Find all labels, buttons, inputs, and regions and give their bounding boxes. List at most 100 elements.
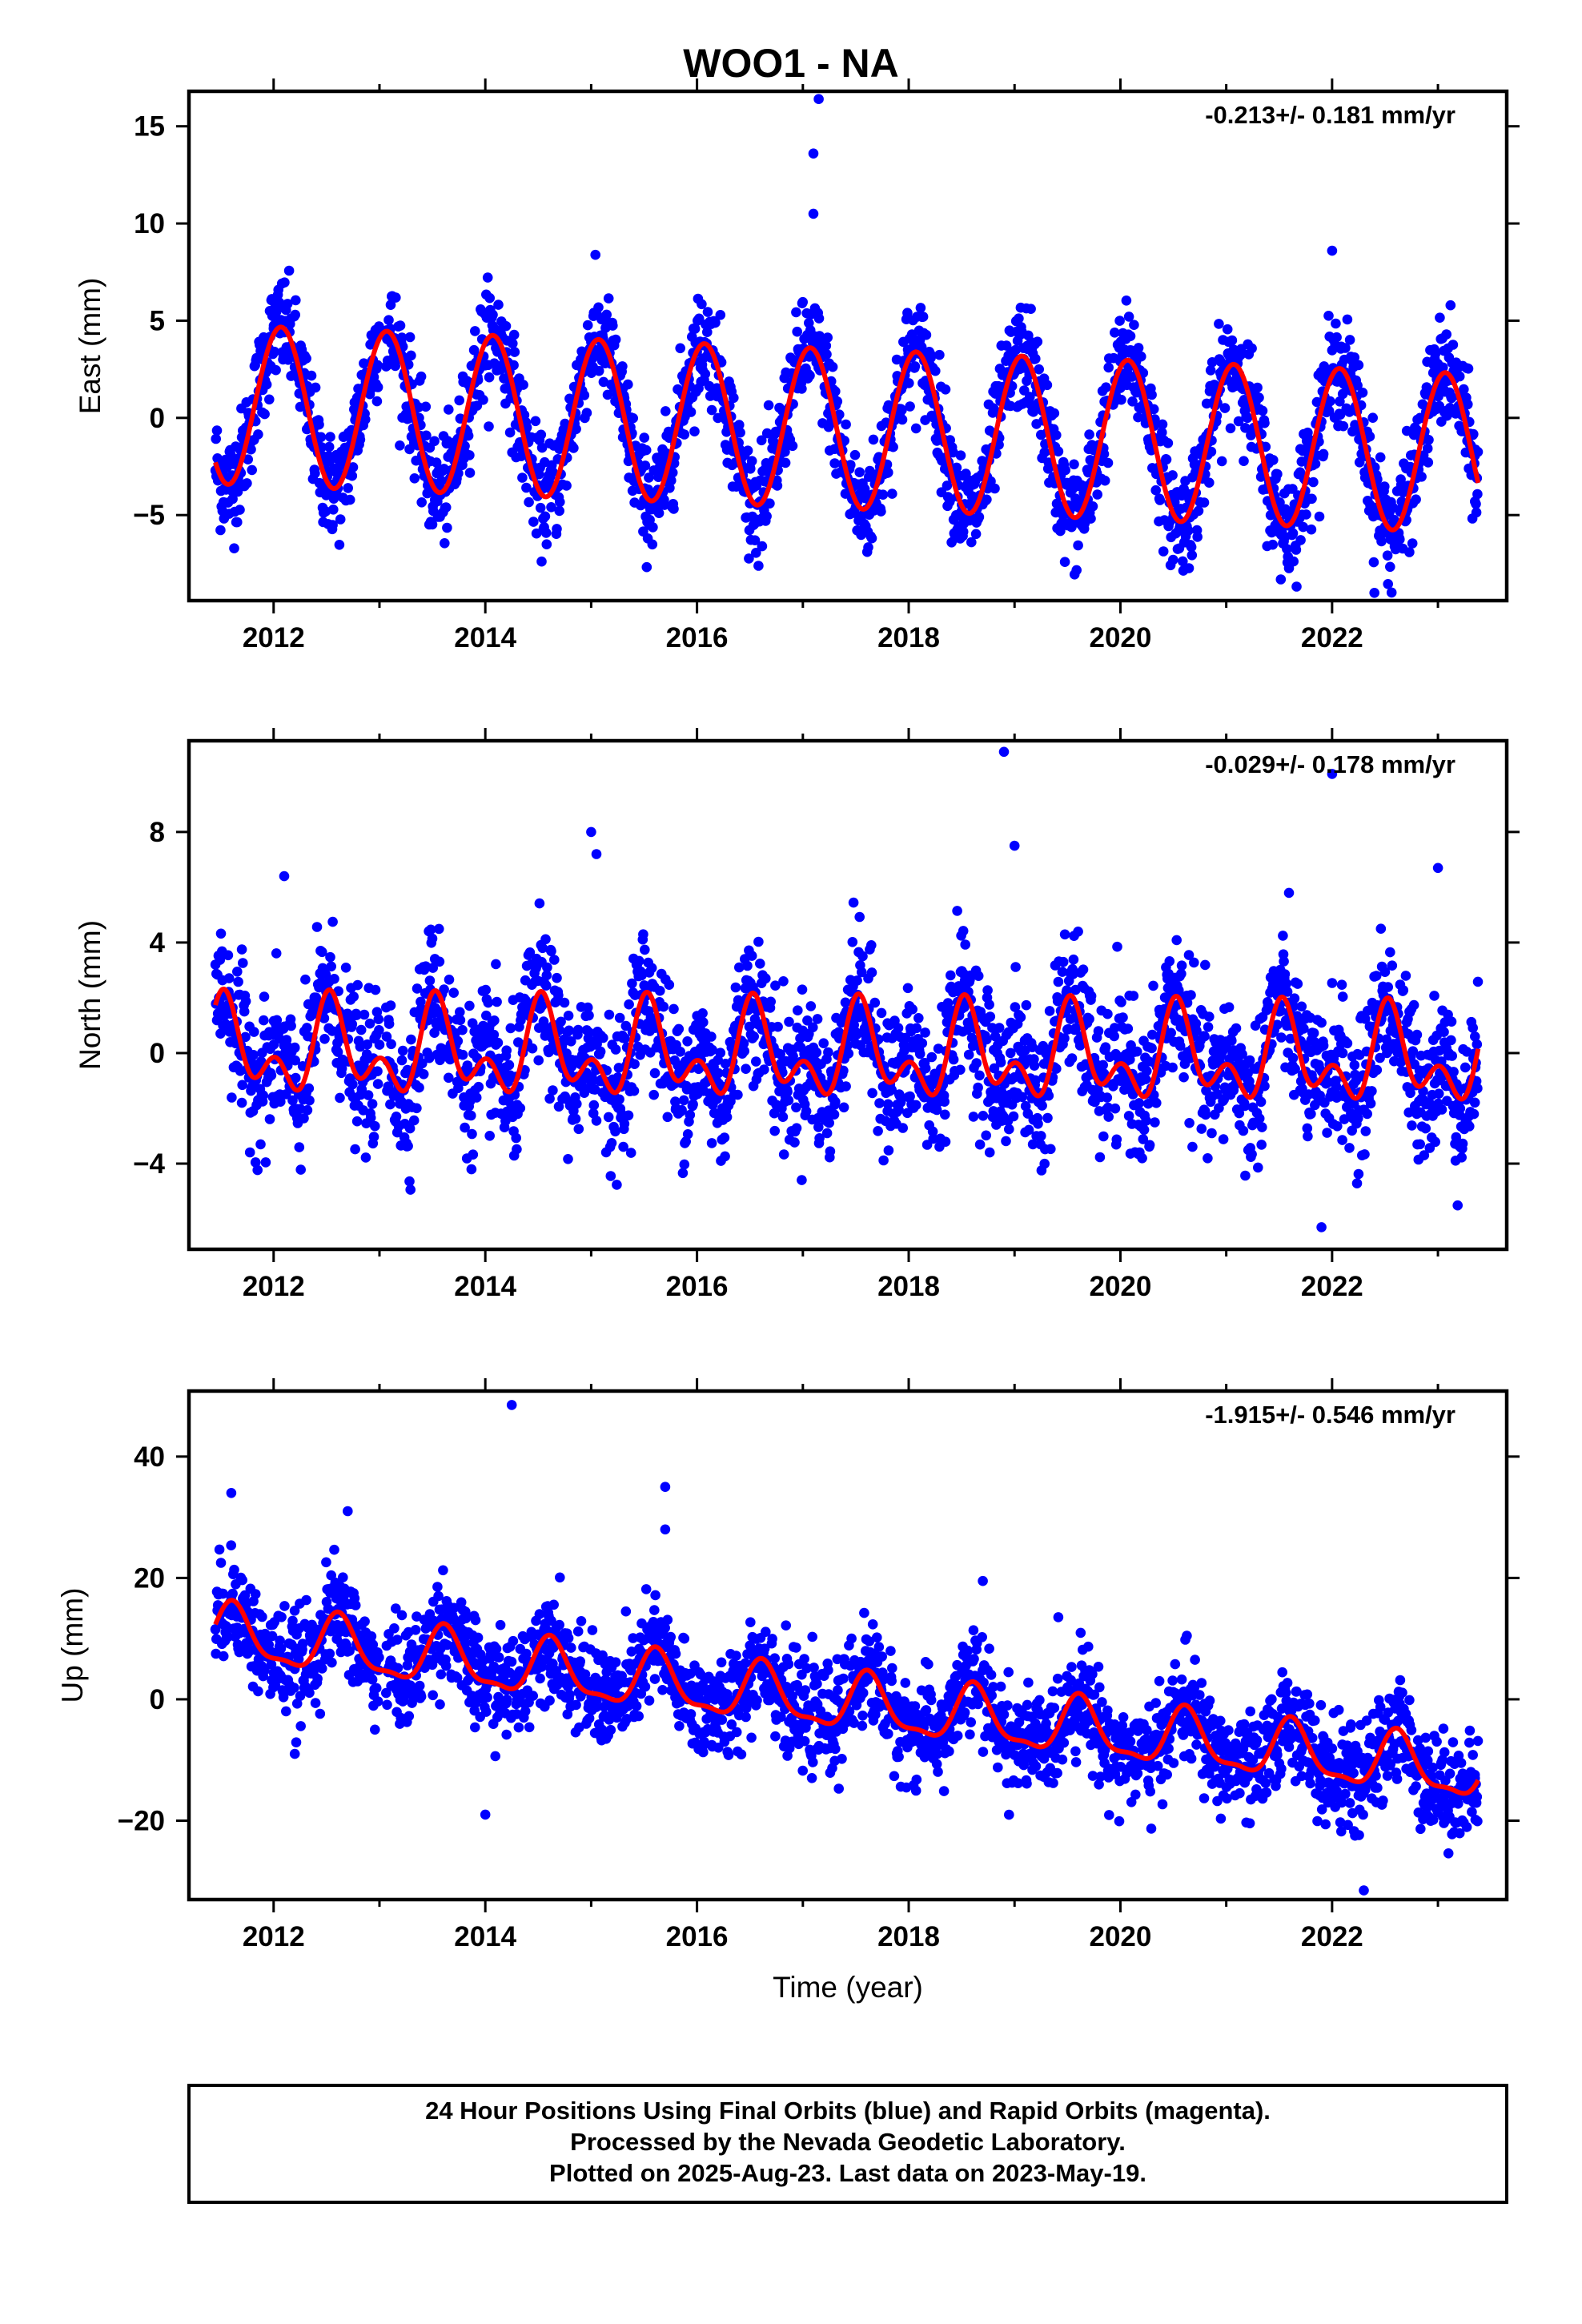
- data-point: [868, 434, 879, 445]
- data-point: [920, 1027, 930, 1038]
- data-point: [554, 444, 564, 454]
- data-point: [360, 1152, 371, 1163]
- data-point: [1086, 991, 1097, 1001]
- data-point: [279, 277, 290, 288]
- data-point: [773, 1021, 783, 1032]
- data-point: [582, 320, 593, 331]
- data-point: [1395, 534, 1405, 545]
- data-point: [412, 983, 423, 994]
- data-point: [255, 1139, 266, 1150]
- data-point: [1102, 1008, 1113, 1019]
- data-point: [679, 429, 690, 440]
- data-point: [471, 1092, 482, 1103]
- data-point: [364, 1018, 375, 1029]
- data-point: [1039, 447, 1050, 458]
- data-point: [1295, 444, 1306, 454]
- data-point: [252, 1164, 263, 1176]
- data-point: [1252, 382, 1263, 393]
- data-point: [970, 529, 982, 540]
- data-point: [1422, 443, 1433, 454]
- data-point: [921, 329, 932, 340]
- data-point: [323, 441, 335, 452]
- data-point: [236, 944, 247, 955]
- data-point: [851, 1029, 862, 1040]
- data-point: [1128, 991, 1139, 1001]
- data-point: [1301, 509, 1311, 520]
- data-point: [540, 528, 552, 538]
- data-point: [746, 951, 757, 961]
- data-point: [348, 991, 359, 1002]
- data-point: [655, 985, 665, 996]
- data-point: [504, 427, 516, 438]
- data-point: [301, 353, 311, 364]
- data-point: [1059, 1033, 1070, 1043]
- data-point: [1353, 1168, 1364, 1180]
- data-point: [1162, 438, 1174, 448]
- data-point: [299, 1113, 309, 1124]
- data-point: [1278, 931, 1288, 941]
- data-point: [1150, 1117, 1160, 1128]
- data-point: [1055, 525, 1066, 537]
- data-point: [352, 979, 363, 991]
- data-point: [444, 975, 455, 985]
- data-point: [1053, 446, 1064, 456]
- data-point: [1084, 429, 1094, 440]
- data-point: [1353, 360, 1364, 371]
- data-point: [555, 497, 565, 508]
- data-point: [434, 956, 445, 967]
- data-point: [863, 542, 873, 553]
- data-point: [1189, 957, 1199, 968]
- data-point: [1416, 472, 1427, 482]
- data-point: [259, 408, 270, 420]
- data-point: [1073, 927, 1083, 937]
- data-point: [1367, 1086, 1377, 1096]
- data-point: [315, 432, 327, 443]
- data-point: [873, 1126, 883, 1136]
- data-point: [648, 1089, 659, 1100]
- data-point: [549, 955, 560, 965]
- data-point: [310, 468, 320, 479]
- data-point: [841, 419, 851, 430]
- data-point: [866, 967, 877, 978]
- data-point: [658, 1001, 669, 1012]
- data-point: [552, 524, 562, 534]
- data-point: [1314, 511, 1325, 522]
- data-point: [1168, 554, 1178, 565]
- data-point: [325, 951, 335, 963]
- data-point: [610, 1126, 620, 1137]
- data-point: [1042, 1112, 1053, 1124]
- data-point: [1123, 312, 1134, 322]
- data-point: [326, 961, 337, 972]
- data-point: [466, 1110, 476, 1121]
- data-point: [1247, 343, 1257, 354]
- data-point: [396, 1055, 408, 1066]
- data-point: [761, 511, 772, 521]
- data-point: [406, 350, 416, 361]
- data-point: [1463, 364, 1474, 374]
- data-point: [533, 1055, 544, 1066]
- data-point: [1066, 1053, 1078, 1063]
- data-point: [675, 1047, 685, 1057]
- data-point: [350, 1144, 360, 1155]
- data-point: [741, 1063, 751, 1074]
- data-point: [460, 1122, 470, 1133]
- data-point: [1337, 991, 1348, 1002]
- data-point: [287, 1095, 298, 1106]
- data-point: [1046, 1144, 1056, 1155]
- data-point: [1472, 447, 1484, 457]
- data-point: [1094, 1152, 1106, 1163]
- data-point: [1272, 468, 1283, 480]
- data-point: [946, 970, 956, 981]
- data-point: [211, 425, 223, 436]
- data-point: [548, 1085, 558, 1096]
- data-point: [940, 1109, 950, 1120]
- data-point: [664, 979, 675, 990]
- data-point: [302, 1023, 312, 1033]
- data-point: [787, 440, 798, 452]
- data-point: [1171, 935, 1182, 946]
- data-point: [1253, 1162, 1263, 1173]
- y-tick-label: 0: [150, 403, 165, 434]
- data-point: [535, 502, 546, 513]
- data-point: [355, 434, 366, 445]
- data-point: [343, 483, 354, 493]
